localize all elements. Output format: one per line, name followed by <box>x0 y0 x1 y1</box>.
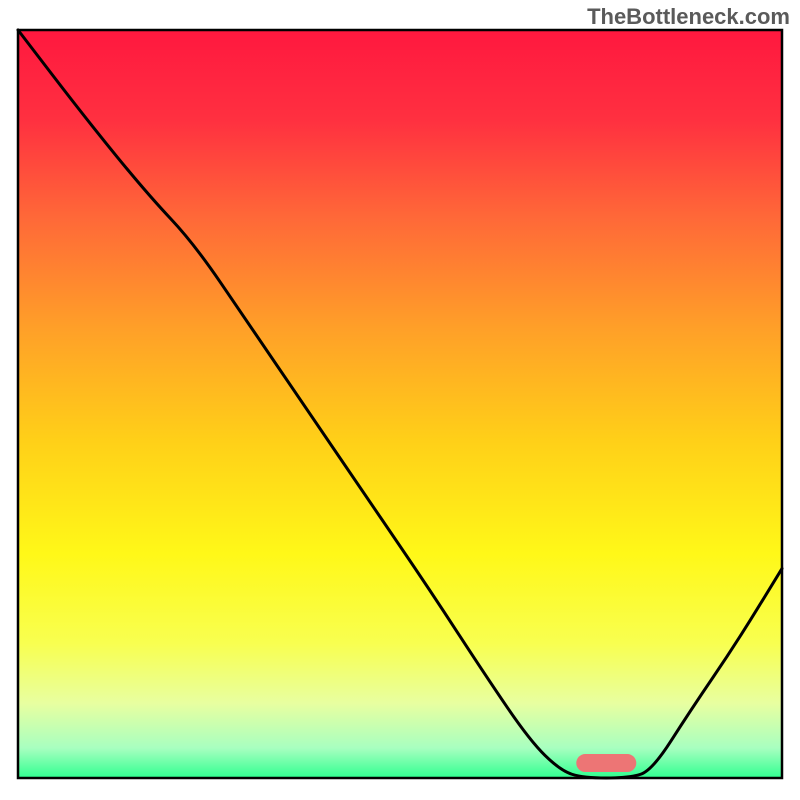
optimal-marker <box>576 754 636 772</box>
watermark-text: TheBottleneck.com <box>587 4 790 30</box>
bottleneck-chart <box>0 0 800 800</box>
chart-background <box>18 30 782 778</box>
